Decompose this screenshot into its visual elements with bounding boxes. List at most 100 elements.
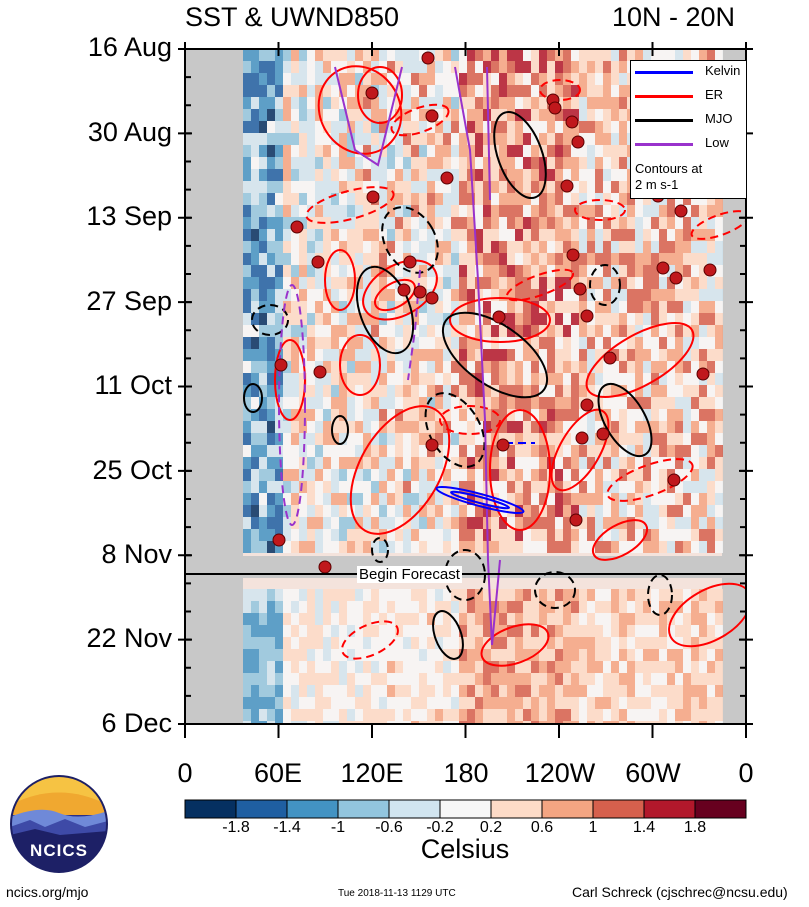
sst-cell	[611, 505, 619, 517]
sst-cell	[307, 193, 315, 205]
sst-cell	[339, 457, 347, 469]
sst-cell	[475, 469, 483, 481]
sst-cell	[547, 649, 555, 661]
sst-cell	[643, 241, 651, 253]
sst-cell	[315, 637, 323, 649]
footer-site-link[interactable]: ncics.org/mjo	[6, 884, 89, 900]
sst-cell	[451, 541, 459, 553]
sst-cell	[267, 445, 275, 457]
sst-cell	[355, 397, 363, 409]
sst-cell	[315, 121, 323, 133]
sst-cell	[715, 481, 723, 493]
sst-cell	[363, 493, 371, 505]
sst-cell	[307, 205, 315, 217]
sst-cell	[683, 217, 691, 229]
sst-cell	[251, 205, 259, 217]
sst-cell	[475, 517, 483, 529]
sst-cell	[339, 121, 347, 133]
sst-cell	[643, 205, 651, 217]
sst-cell	[371, 229, 379, 241]
sst-cell	[403, 49, 411, 61]
sst-cell	[275, 265, 283, 277]
y-tick-label: 27 Sep	[86, 286, 172, 316]
sst-cell	[395, 169, 403, 181]
sst-cell	[307, 625, 315, 637]
sst-cell	[267, 505, 275, 517]
sst-cell	[307, 241, 315, 253]
sst-cell	[579, 481, 587, 493]
sst-cell	[707, 541, 715, 553]
sst-cell	[587, 157, 595, 169]
sst-cell	[643, 625, 651, 637]
sst-cell	[363, 73, 371, 85]
sst-cell	[259, 337, 267, 349]
sst-cell	[547, 253, 555, 265]
sst-cell	[395, 205, 403, 217]
sst-cell	[587, 337, 595, 349]
sst-cell	[531, 49, 539, 61]
sst-cell	[515, 637, 523, 649]
sst-cell	[659, 433, 667, 445]
sst-cell	[363, 709, 371, 721]
sst-cell	[635, 289, 643, 301]
sst-cell	[363, 649, 371, 661]
sst-cell	[619, 685, 627, 697]
sst-cell	[491, 445, 499, 457]
sst-cell	[467, 661, 475, 673]
sst-cell	[315, 193, 323, 205]
sst-cell	[259, 49, 267, 61]
sst-cell	[507, 709, 515, 721]
sst-cell	[587, 253, 595, 265]
sst-cell	[395, 409, 403, 421]
sst-cell	[331, 325, 339, 337]
sst-cell	[643, 505, 651, 517]
sst-cell	[267, 469, 275, 481]
sst-cell	[355, 313, 363, 325]
sst-cell	[315, 337, 323, 349]
sst-cell	[635, 229, 643, 241]
sst-cell	[603, 661, 611, 673]
sst-cell	[619, 469, 627, 481]
sst-cell	[659, 289, 667, 301]
sst-cell	[467, 397, 475, 409]
sst-cell	[299, 205, 307, 217]
sst-cell	[395, 469, 403, 481]
sst-cell	[515, 481, 523, 493]
sst-cell	[371, 265, 379, 277]
sst-cell	[619, 421, 627, 433]
sst-cell	[275, 481, 283, 493]
sst-cell	[451, 445, 459, 457]
sst-cell	[659, 277, 667, 289]
sst-cell	[315, 685, 323, 697]
sst-cell	[515, 265, 523, 277]
sst-cell	[571, 265, 579, 277]
sst-cell	[443, 721, 451, 724]
sst-cell	[507, 229, 515, 241]
tropical-cyclone-icon	[603, 351, 617, 365]
sst-cell	[635, 265, 643, 277]
sst-cell	[611, 685, 619, 697]
sst-cell	[523, 469, 531, 481]
sst-cell	[475, 205, 483, 217]
tropical-cyclone-icon	[366, 190, 380, 204]
sst-cell	[683, 685, 691, 697]
sst-cell	[379, 721, 387, 724]
sst-cell	[355, 385, 363, 397]
sst-cell	[403, 277, 411, 289]
sst-cell	[603, 169, 611, 181]
sst-cell	[459, 385, 467, 397]
sst-cell	[595, 205, 603, 217]
tropical-cyclone-icon	[492, 310, 506, 324]
sst-cell	[707, 409, 715, 421]
sst-cell	[251, 493, 259, 505]
sst-cell	[507, 625, 515, 637]
sst-cell	[635, 649, 643, 661]
sst-cell	[307, 685, 315, 697]
sst-cell	[387, 337, 395, 349]
sst-cell	[627, 397, 635, 409]
sst-cell	[635, 409, 643, 421]
sst-cell	[371, 133, 379, 145]
sst-cell	[715, 625, 723, 637]
sst-cell	[371, 313, 379, 325]
sst-cell	[363, 145, 371, 157]
